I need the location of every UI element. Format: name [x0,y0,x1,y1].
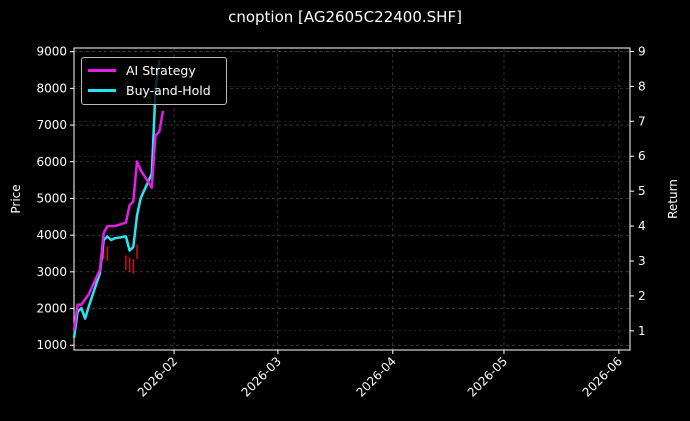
x-tick-label: 2026-02 [135,354,180,399]
legend-swatch-ai-strategy [88,69,116,72]
series-line [72,110,165,331]
y2-tick-label: 1 [638,324,646,338]
y-tick-label: 7000 [36,118,67,132]
y-tick-label: 1000 [36,338,67,352]
y-tick-label: 3000 [36,265,67,279]
plot-frame [73,47,631,351]
y2-tick-label: 7 [638,114,646,128]
y-tick-label: 8000 [36,81,67,95]
x-tick-label: 2026-04 [354,354,399,399]
y-tick-label: 4000 [36,228,67,242]
y-tick-label: 9000 [36,45,67,59]
y-tick-label: 5000 [36,191,67,205]
y2-tick-label: 4 [638,219,646,233]
x-tick-label: 2026-05 [465,354,510,399]
y2-tick-label: 8 [638,79,646,93]
legend-item-ai-strategy: AI Strategy [88,63,196,78]
y2-axis-label: Return [666,179,680,219]
legend: AI Strategy Buy-and-Hold [81,57,227,105]
y-tick-label: 2000 [36,302,67,316]
y2-tick-label: 9 [638,44,646,58]
y2-tick-label: 5 [638,184,646,198]
y2-tick-label: 3 [638,254,646,268]
y2-tick-label: 2 [638,289,646,303]
x-tick-label: 2026-06 [580,354,625,399]
y-axis-label: Price [9,184,23,213]
y2-tick-label: 6 [638,149,646,163]
series-line [72,60,161,338]
y-tick-label: 6000 [36,155,67,169]
legend-swatch-buy-and-hold [88,89,116,92]
legend-item-buy-and-hold: Buy-and-Hold [88,83,211,98]
x-tick-label: 2026-03 [239,354,284,399]
chart-title: cnoption [AG2605C22400.SHF] [228,8,462,26]
